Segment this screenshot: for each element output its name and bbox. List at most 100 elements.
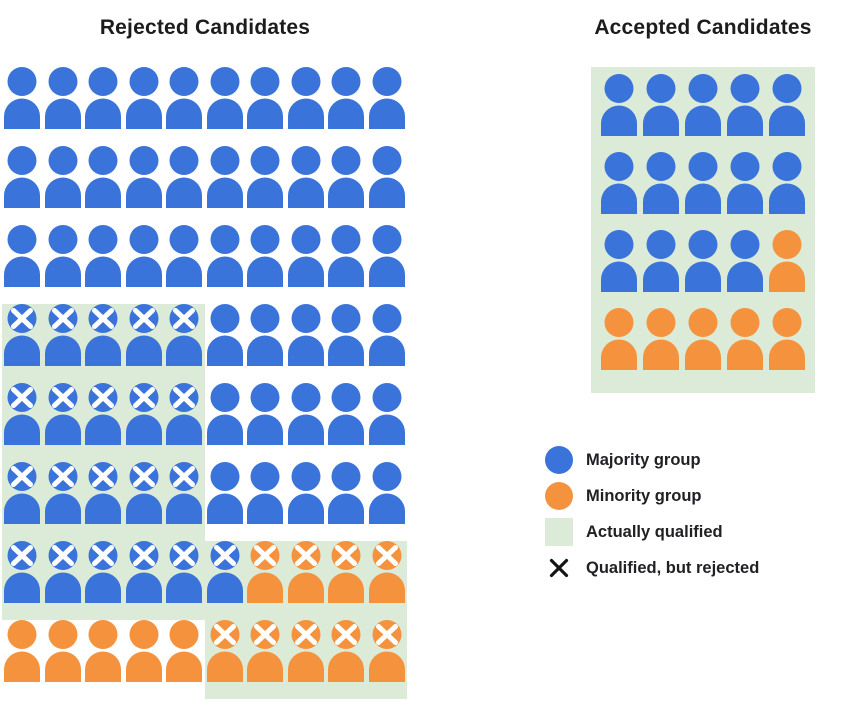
person-icon	[206, 462, 243, 524]
person-icon	[125, 146, 162, 208]
candidate	[326, 462, 367, 541]
candidate	[83, 383, 124, 462]
person-icon	[85, 462, 122, 524]
person-icon	[85, 541, 122, 603]
candidate	[83, 304, 124, 383]
candidate	[640, 230, 682, 308]
person-icon	[727, 230, 763, 292]
person-icon	[287, 383, 324, 445]
person-icon	[206, 225, 243, 287]
legend-item-majority-group: Majority group	[545, 446, 759, 474]
person-icon	[685, 152, 721, 214]
legend-label: Minority group	[586, 486, 702, 505]
x-mark	[51, 466, 74, 487]
accepted-title: Accepted Candidates	[594, 16, 812, 39]
candidate	[205, 462, 246, 541]
x-mark	[132, 545, 155, 566]
person-icon	[44, 620, 81, 682]
person-icon	[206, 67, 243, 129]
candidate	[83, 462, 124, 541]
candidate	[124, 225, 165, 304]
candidate	[598, 74, 640, 152]
person-icon	[247, 225, 284, 287]
candidate	[2, 383, 43, 462]
candidate	[124, 620, 165, 699]
x-mark	[173, 545, 196, 566]
person-icon	[44, 541, 81, 603]
candidate	[205, 146, 246, 225]
candidate	[164, 225, 205, 304]
x-mark	[254, 624, 277, 645]
person-icon	[601, 152, 637, 214]
candidate	[367, 225, 408, 304]
person-icon	[4, 67, 41, 129]
person-icon	[643, 308, 679, 370]
candidate	[42, 541, 83, 620]
person-icon	[85, 225, 122, 287]
x-mark	[51, 545, 74, 566]
person-icon	[328, 383, 365, 445]
candidate	[2, 225, 43, 304]
candidate	[724, 152, 766, 230]
candidate	[204, 541, 245, 620]
candidate	[367, 304, 408, 383]
candidate	[286, 304, 327, 383]
candidate	[724, 308, 766, 386]
candidate	[2, 541, 43, 620]
candidate	[766, 308, 808, 386]
candidate	[42, 304, 83, 383]
person-icon	[643, 152, 679, 214]
person-icon	[4, 620, 41, 682]
candidate	[42, 383, 83, 462]
person-icon	[125, 620, 162, 682]
x-mark	[213, 545, 236, 566]
person-icon	[85, 304, 122, 366]
x-mark	[92, 308, 115, 329]
candidate	[43, 225, 84, 304]
person-icon	[85, 620, 122, 682]
candidate	[205, 225, 246, 304]
person-icon	[85, 67, 122, 129]
person-icon	[166, 225, 203, 287]
candidate	[285, 541, 326, 620]
person-icon	[4, 541, 41, 603]
candidate	[83, 541, 124, 620]
person-icon	[328, 225, 365, 287]
candidate	[326, 67, 367, 146]
person-icon	[685, 308, 721, 370]
candidate	[164, 383, 205, 462]
x-mark	[132, 466, 155, 487]
x-mark	[132, 308, 155, 329]
candidate	[2, 620, 43, 699]
x-mark	[11, 466, 34, 487]
x-mark	[51, 308, 74, 329]
person-icon	[247, 462, 284, 524]
person-icon	[685, 230, 721, 292]
candidate	[598, 152, 640, 230]
person-icon	[166, 620, 203, 682]
person-icon	[125, 383, 162, 445]
x-mark	[92, 466, 115, 487]
person-icon	[4, 146, 41, 208]
candidate	[2, 462, 43, 541]
x-mark	[92, 545, 115, 566]
person-icon	[206, 620, 243, 682]
person-icon	[643, 230, 679, 292]
legend: Majority group Minority group Actually qua…	[545, 446, 759, 590]
person-icon	[166, 383, 203, 445]
person-icon	[368, 620, 405, 682]
candidate	[766, 74, 808, 152]
person-icon	[125, 541, 162, 603]
candidate	[123, 462, 164, 541]
candidate	[682, 230, 724, 308]
person-icon	[166, 146, 203, 208]
person-icon	[287, 304, 324, 366]
person-icon	[44, 146, 81, 208]
person-icon	[328, 462, 365, 524]
candidate	[83, 67, 124, 146]
person-icon	[368, 462, 405, 524]
candidate	[43, 620, 84, 699]
person-icon	[287, 462, 324, 524]
minority-group-swatch	[545, 482, 573, 510]
